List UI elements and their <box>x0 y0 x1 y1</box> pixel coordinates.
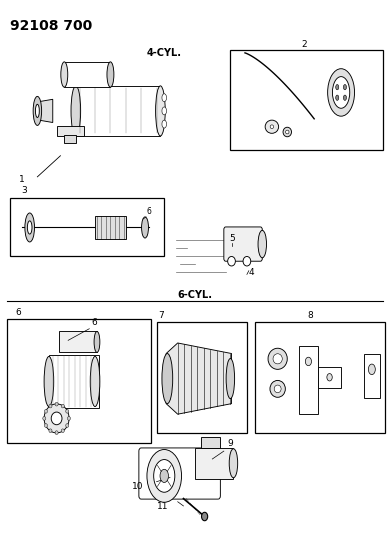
Ellipse shape <box>44 424 48 427</box>
Polygon shape <box>166 343 232 414</box>
Ellipse shape <box>142 217 149 238</box>
Bar <box>7 319 151 443</box>
Ellipse shape <box>55 402 58 406</box>
Bar <box>57 126 83 136</box>
Text: 1: 1 <box>19 175 25 184</box>
Ellipse shape <box>156 86 165 136</box>
Bar <box>58 332 97 352</box>
Bar <box>64 62 110 87</box>
Text: 7: 7 <box>158 311 164 320</box>
Ellipse shape <box>25 213 34 242</box>
Text: 8: 8 <box>307 311 313 320</box>
Ellipse shape <box>90 357 100 407</box>
Ellipse shape <box>162 107 167 115</box>
Ellipse shape <box>33 96 42 125</box>
Ellipse shape <box>71 86 81 136</box>
Ellipse shape <box>160 469 168 482</box>
Ellipse shape <box>43 417 46 420</box>
Ellipse shape <box>147 449 181 502</box>
Bar <box>76 86 160 136</box>
FancyBboxPatch shape <box>139 448 220 499</box>
Ellipse shape <box>265 120 278 133</box>
Bar <box>64 135 76 142</box>
Text: 10: 10 <box>131 482 143 491</box>
Text: 4: 4 <box>249 268 254 277</box>
Bar <box>230 50 383 150</box>
Ellipse shape <box>51 412 62 425</box>
Ellipse shape <box>44 409 48 413</box>
Ellipse shape <box>66 424 69 427</box>
Text: 6: 6 <box>91 318 97 327</box>
Ellipse shape <box>162 94 167 102</box>
Ellipse shape <box>49 429 52 433</box>
Ellipse shape <box>55 431 58 434</box>
Ellipse shape <box>35 104 39 117</box>
Ellipse shape <box>336 95 339 100</box>
Bar <box>299 345 318 414</box>
Ellipse shape <box>332 77 350 108</box>
Ellipse shape <box>107 62 114 87</box>
Text: 5: 5 <box>230 234 235 243</box>
Bar <box>201 437 220 448</box>
Ellipse shape <box>328 69 355 116</box>
Ellipse shape <box>258 230 266 258</box>
Ellipse shape <box>283 127 291 137</box>
Ellipse shape <box>305 357 312 366</box>
Ellipse shape <box>268 348 287 369</box>
Text: 6: 6 <box>15 308 21 317</box>
Ellipse shape <box>162 353 173 403</box>
Bar <box>195 448 234 479</box>
Ellipse shape <box>228 256 236 266</box>
Text: 11: 11 <box>157 502 168 511</box>
Bar <box>364 353 379 398</box>
Bar <box>318 367 341 388</box>
Bar <box>11 198 164 256</box>
Ellipse shape <box>344 95 346 100</box>
Ellipse shape <box>270 125 274 128</box>
Ellipse shape <box>44 357 54 407</box>
Ellipse shape <box>229 449 238 478</box>
Text: 9: 9 <box>228 440 234 448</box>
Ellipse shape <box>270 381 285 397</box>
FancyBboxPatch shape <box>224 227 262 261</box>
Bar <box>156 322 247 433</box>
Ellipse shape <box>273 354 282 364</box>
Ellipse shape <box>243 256 251 266</box>
Ellipse shape <box>327 374 332 381</box>
Ellipse shape <box>66 409 69 413</box>
Ellipse shape <box>344 85 346 90</box>
Bar <box>95 216 126 239</box>
Ellipse shape <box>274 385 281 393</box>
Ellipse shape <box>285 130 289 134</box>
Text: 92108 700: 92108 700 <box>11 19 93 33</box>
Ellipse shape <box>61 429 64 433</box>
Text: 2: 2 <box>302 39 307 49</box>
Ellipse shape <box>67 417 71 420</box>
Polygon shape <box>37 99 53 123</box>
Ellipse shape <box>336 85 339 90</box>
Bar <box>49 355 99 408</box>
Ellipse shape <box>61 404 64 408</box>
Ellipse shape <box>44 404 69 433</box>
Ellipse shape <box>202 512 208 521</box>
Text: 4-CYL.: 4-CYL. <box>147 47 182 58</box>
Text: 6: 6 <box>147 207 152 216</box>
Ellipse shape <box>61 62 68 87</box>
Ellipse shape <box>27 221 32 234</box>
Ellipse shape <box>162 120 167 128</box>
Ellipse shape <box>154 459 175 492</box>
Bar <box>255 322 385 433</box>
Text: 6-CYL.: 6-CYL. <box>177 290 213 300</box>
Ellipse shape <box>226 359 235 399</box>
Text: 3: 3 <box>21 187 27 195</box>
Ellipse shape <box>94 332 100 352</box>
Ellipse shape <box>369 364 375 375</box>
Ellipse shape <box>49 404 52 408</box>
